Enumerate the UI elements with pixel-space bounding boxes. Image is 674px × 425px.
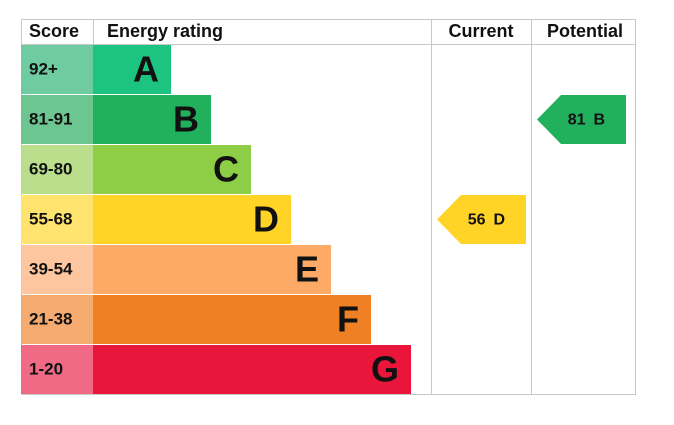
rating-bar — [93, 95, 211, 144]
header-current: Current — [448, 21, 513, 41]
header-rating: Energy rating — [107, 21, 223, 41]
rating-bar — [93, 195, 291, 244]
score-cell — [21, 195, 93, 244]
score-cell — [21, 345, 93, 394]
current-value: 56 — [468, 212, 486, 229]
header-score: Score — [29, 21, 79, 41]
score-cell — [21, 245, 93, 294]
score-cell — [21, 95, 93, 144]
rating-bar — [93, 145, 251, 194]
potential-letter: B — [594, 112, 606, 129]
score-label: 81-91 — [29, 109, 72, 128]
current-arrow — [437, 195, 526, 244]
score-cell — [21, 145, 93, 194]
rating-letter: G — [371, 349, 399, 390]
rating-letter: D — [253, 199, 279, 240]
rating-bar — [93, 295, 371, 344]
rating-letter: F — [337, 299, 359, 340]
header-potential: Potential — [547, 21, 623, 41]
score-cell — [21, 45, 93, 94]
rating-bar — [93, 245, 331, 294]
rating-letter: A — [133, 49, 159, 90]
score-label: 39-54 — [29, 259, 73, 278]
score-cell — [21, 295, 93, 344]
score-label: 55-68 — [29, 209, 72, 228]
potential-arrow — [537, 95, 626, 144]
rating-bar — [93, 345, 411, 394]
score-label: 1-20 — [29, 359, 63, 378]
potential-value: 81 — [568, 112, 586, 129]
rating-letter: B — [173, 99, 199, 140]
current-letter: D — [494, 212, 506, 229]
rating-letter: C — [213, 149, 239, 190]
rating-letter: E — [295, 249, 319, 290]
rating-bar — [93, 45, 171, 94]
score-label: 92+ — [29, 59, 58, 78]
score-label: 69-80 — [29, 159, 72, 178]
score-label: 21-38 — [29, 309, 72, 328]
